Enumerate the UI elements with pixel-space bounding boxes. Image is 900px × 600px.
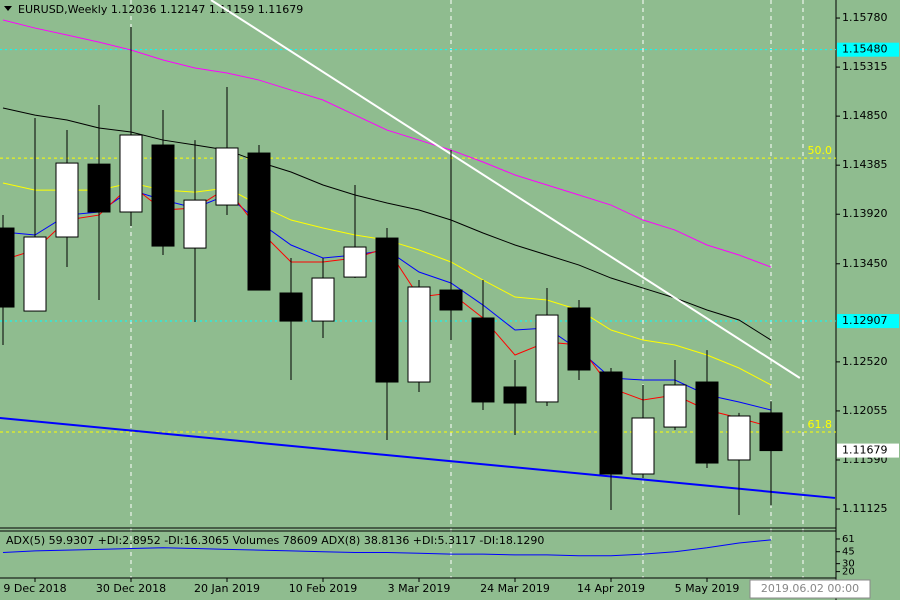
candle-body [311,277,335,322]
trendline [0,417,836,499]
cursor-box [749,579,871,599]
candle-body [599,371,623,475]
price-marker-box [837,314,899,329]
fib-level-label: 50.0 [808,144,833,157]
chart-title: EURUSD,Weekly 1.12036 1.12147 1.11159 1.… [18,3,303,16]
y-tick-label: 1.13450 [842,257,888,270]
candle-body [439,289,463,311]
y-tick-label: 1.14385 [842,158,888,171]
price-marker-box [837,42,899,57]
price-marker-box [837,443,899,458]
adx-line [2,539,772,557]
y-tick-label: 1.13920 [842,207,888,220]
candle-body [215,147,239,206]
candle-body [567,307,591,371]
candle-body [663,384,687,428]
candle-body [247,152,271,291]
x-tick-label: 24 Mar 2019 [480,582,550,595]
candle-body [279,292,303,322]
y-tick-label: 1.12520 [842,355,888,368]
candle-body [119,134,143,213]
candle-body [759,412,783,452]
candle-body [503,386,527,404]
indicator-label: ADX(5) 59.9307 +DI:2.8952 -DI:16.3065 Vo… [6,534,544,547]
candle-body [727,415,751,461]
y-tick-label: 1.14850 [842,109,888,122]
fib-level-label: 61.8 [808,418,833,431]
price-marker-label: 1.12907 [842,314,888,327]
candle-body [183,199,207,249]
candle-body [87,163,111,213]
candle-body [535,314,559,403]
y-tick-label: 20 [842,567,855,578]
y-tick-label: 1.15780 [842,11,888,24]
candle-body [631,417,655,475]
y-tick-label: 1.15315 [842,60,888,73]
candle-body [0,227,15,308]
x-tick-label: 9 Dec 2018 [3,582,66,595]
y-tick-label: 45 [842,547,855,558]
candle-body [23,236,47,312]
candle-body [695,381,719,464]
x-tick-label: 14 Apr 2019 [577,582,645,595]
candle-body [375,237,399,383]
x-tick-label: 10 Feb 2019 [289,582,357,595]
y-tick-label: 30 [842,559,855,570]
candle-body [343,246,367,278]
menu-arrow [4,6,12,11]
cursor-label: 2019.06.02 00:00 [761,582,859,595]
x-tick-label: 30 Dec 2018 [96,582,166,595]
y-tick-label: 61 [842,534,855,545]
candle-body [407,286,431,383]
trendline [210,0,801,379]
y-tick-label: 1.11125 [842,502,888,515]
price-marker-label: 1.11679 [842,444,888,457]
candle-body [151,144,175,247]
y-tick-label: 1.12055 [842,404,888,417]
x-tick-label: 20 Jan 2019 [194,582,260,595]
price-marker-label: 1.15480 [842,43,888,56]
x-tick-label: 3 Mar 2019 [388,582,451,595]
candle-body [471,317,495,403]
x-tick-label: 5 May 2019 [675,582,740,595]
candle-body [55,162,79,238]
